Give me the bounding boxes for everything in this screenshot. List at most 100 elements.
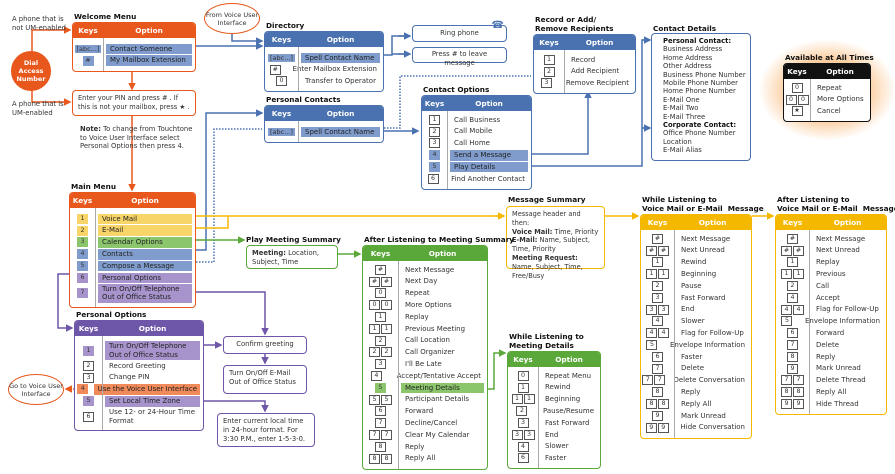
menu-option-contacts[interactable]: 4 Contacts: [70, 248, 195, 260]
menu-option-next-message[interactable]: # Next Message: [641, 233, 751, 245]
menu-option-envelope-information[interactable]: 5 Envelope Information: [641, 339, 751, 351]
menu-option-reply[interactable]: 8 Reply: [363, 441, 487, 453]
menu-option-spell-contact-name[interactable]: [abc...] Spell Contact Name: [265, 52, 383, 64]
menu-option-hide-thread[interactable]: 9 9 Hide Thread: [776, 398, 886, 410]
menu-option-turn-on-off-telephone[interactable]: 1 Turn On/Off Telephone Out of Office Sta…: [75, 341, 203, 360]
menu-option-record[interactable]: 1 Record: [534, 54, 635, 66]
keys-cell: 5: [776, 316, 798, 327]
menu-option-next-unread[interactable]: # # Next Unread: [641, 245, 751, 257]
menu-option-delete[interactable]: 7 Delete: [641, 363, 751, 375]
menu-option-repeat[interactable]: 0 Repeat: [363, 288, 487, 300]
menu-option-pause[interactable]: 2 Pause: [641, 280, 751, 292]
menu-option-call-business[interactable]: 1 Call Business: [422, 114, 531, 126]
menu-option-repeat-menu[interactable]: 0 Repeat Menu: [508, 370, 600, 382]
menu-option-slower[interactable]: 4 Slower: [508, 441, 600, 453]
menu-option-clear-my-calendar[interactable]: 7 7 Clear My Calendar: [363, 429, 487, 441]
menu-option-call-mobile[interactable]: 2 Call Mobile: [422, 126, 531, 138]
menu-option-more-options[interactable]: 0 0 More Options: [784, 94, 870, 106]
menu-option-my-mailbox-extension[interactable]: # My Mailbox Extension: [73, 55, 195, 67]
option-label: Slower: [681, 317, 705, 326]
menu-option-mark-unread[interactable]: 9 Mark Unread: [641, 410, 751, 422]
menu-option-send-a-message[interactable]: 4 Send a Message: [422, 149, 531, 161]
menu-option-meeting-details[interactable]: 5 Meeting Details: [363, 382, 487, 394]
menu-option-next-day[interactable]: # # Next Day: [363, 276, 487, 288]
menu-option-forward[interactable]: 6 Forward: [363, 406, 487, 418]
menu-option-call[interactable]: 2 Call: [776, 280, 886, 292]
menu-option-previous-meeting[interactable]: 1 1 Previous Meeting: [363, 323, 487, 335]
menu-option-beginning[interactable]: 1 1 Beginning: [508, 394, 600, 406]
menu-option-use-12-or-24-hour-time[interactable]: 6 Use 12- or 24-Hour Time Format: [75, 407, 203, 426]
menu-option-more-options[interactable]: 0 0 More Options: [363, 299, 487, 311]
menu-option-voice-mail[interactable]: 1 Voice Mail: [70, 213, 195, 225]
menu-option-call-home[interactable]: 3 Call Home: [422, 138, 531, 150]
menu-option-next-unread[interactable]: # # Next Unread: [776, 245, 886, 257]
menu-option-turn-on-off-telephone[interactable]: 7 Turn On/Off Telephone Out of Office Sta…: [70, 283, 195, 303]
menu-option-mark-unread[interactable]: 9 Mark Unread: [776, 363, 886, 375]
key-1: 1: [375, 312, 386, 323]
menu-option-change-pin[interactable]: 3 Change PIN: [75, 372, 203, 384]
menu-option-decline-cancel[interactable]: 7 Decline/Cancel: [363, 417, 487, 429]
menu-option-beginning[interactable]: 1 1 Beginning: [641, 268, 751, 280]
key-5: 5: [429, 162, 440, 173]
menu-option-reply[interactable]: 8 Reply: [641, 386, 751, 398]
corporate-contact-item: Office Phone Number: [663, 129, 736, 138]
menu-option-remove-recipient[interactable]: 3 Remove Recipient: [534, 78, 635, 90]
menu-option-compose-a-message[interactable]: 5 Compose a Message: [70, 260, 195, 272]
menu-option-flag-for-follow-up[interactable]: 4 4 Flag for Follow-Up: [641, 327, 751, 339]
menu-option-fast-forward[interactable]: 3 Fast Forward: [641, 292, 751, 304]
menu-option-pause-resume[interactable]: 2 Pause/Resume: [508, 405, 600, 417]
menu-option-find-another-contact[interactable]: 6 Find Another Contact: [422, 173, 531, 185]
menu-option-hide-conversation[interactable]: 9 9 Hide Conversation: [641, 422, 751, 434]
menu-option-replay[interactable]: 1 Replay: [776, 257, 886, 269]
menu-option-faster[interactable]: 6 Faster: [641, 351, 751, 363]
menu-option-reply-all[interactable]: 8 8 Reply All: [641, 398, 751, 410]
key-9: 9: [787, 363, 798, 374]
menu-option-repeat[interactable]: 0 Repeat: [784, 82, 870, 94]
option-label: Reply All: [405, 454, 436, 463]
menu-option-replay[interactable]: 1 Replay: [363, 311, 487, 323]
menu-option-reply-all[interactable]: 8 8 Reply All: [776, 386, 886, 398]
menu-option-delete-conversation[interactable]: 7 7 Delete Conversation: [641, 375, 751, 387]
menu-option-e-mail[interactable]: 2 E-Mail: [70, 225, 195, 237]
menu-option-set-local-time-zone[interactable]: 5 Set Local Time Zone: [75, 395, 203, 407]
menu-option-cancel[interactable]: ★ Cancel: [784, 106, 870, 118]
menu-option-rewind[interactable]: 1 Rewind: [508, 382, 600, 394]
menu-option-reply[interactable]: 8 Reply: [776, 351, 886, 363]
keys-cell: 4: [641, 316, 674, 327]
menu-option-accept-tentative-accept[interactable]: 4 Accept/Tentative Accept: [363, 370, 487, 382]
menu-option-enter-mailbox-extension[interactable]: # Enter Mailbox Extension: [265, 64, 383, 76]
option-label: Mark Unread: [816, 364, 861, 373]
menu-option-end[interactable]: 3 3 End: [641, 304, 751, 316]
menu-option-faster[interactable]: 6 Faster: [508, 453, 600, 465]
menu-option-next-message[interactable]: # Next Message: [776, 233, 886, 245]
menu-option-reply-all[interactable]: 8 8 Reply All: [363, 453, 487, 465]
menu-option-play-details[interactable]: 5 Play Details: [422, 161, 531, 173]
menu-option-add-recipient[interactable]: 2 Add Recipient: [534, 66, 635, 78]
menu-option-end[interactable]: 3 3 End: [508, 429, 600, 441]
option-label: Call Mobile: [454, 127, 493, 136]
menu-option-next-message[interactable]: # Next Message: [363, 264, 487, 276]
menu-option-delete-thread[interactable]: 7 7 Delete Thread: [776, 375, 886, 387]
menu-option-calendar-options[interactable]: 3 Calendar Options: [70, 237, 195, 249]
menu-option-slower[interactable]: 4 Slower: [641, 316, 751, 328]
option-label: Hide Thread: [816, 399, 859, 408]
menu-option-call-organizer[interactable]: 2 2 Call Organizer: [363, 347, 487, 359]
menu-option-record-greeting[interactable]: 2 Record Greeting: [75, 360, 203, 372]
menu-option-rewind[interactable]: 1 Rewind: [641, 257, 751, 269]
menu-option-call-location[interactable]: 2 Call Location: [363, 335, 487, 347]
menu-option-i-ll-be-late[interactable]: 3 I'll Be Late: [363, 358, 487, 370]
menu-option-personal-options[interactable]: 6 Personal Options: [70, 272, 195, 284]
menu-option-previous[interactable]: 1 1 Previous: [776, 268, 886, 280]
menu-option-delete[interactable]: 7 Delete: [776, 339, 886, 351]
menu-option-flag-for-follow-up[interactable]: 4 4 Flag for Follow-Up: [776, 304, 886, 316]
menu-option-forward[interactable]: 6 Forward: [776, 327, 886, 339]
menu-option-use-the-voice-user-interface[interactable]: 4 Use the Voice User Interface: [75, 384, 203, 396]
menu-option-spell-contact-name[interactable]: [abc...] Spell Contact Name: [265, 126, 383, 138]
menu-option-contact-someone[interactable]: [abc...] Contact Someone: [73, 43, 195, 55]
menu-option-transfer-to-operator[interactable]: 0 Transfer to Operator: [265, 76, 383, 88]
menu-option-accept[interactable]: 4 Accept: [776, 292, 886, 304]
menu-option-fast-forward[interactable]: 3 Fast Forward: [508, 417, 600, 429]
menu-option-participant-details[interactable]: 5 5 Participant Details: [363, 394, 487, 406]
menu-option-envelope-information[interactable]: 5 Envelope Information: [776, 316, 886, 328]
